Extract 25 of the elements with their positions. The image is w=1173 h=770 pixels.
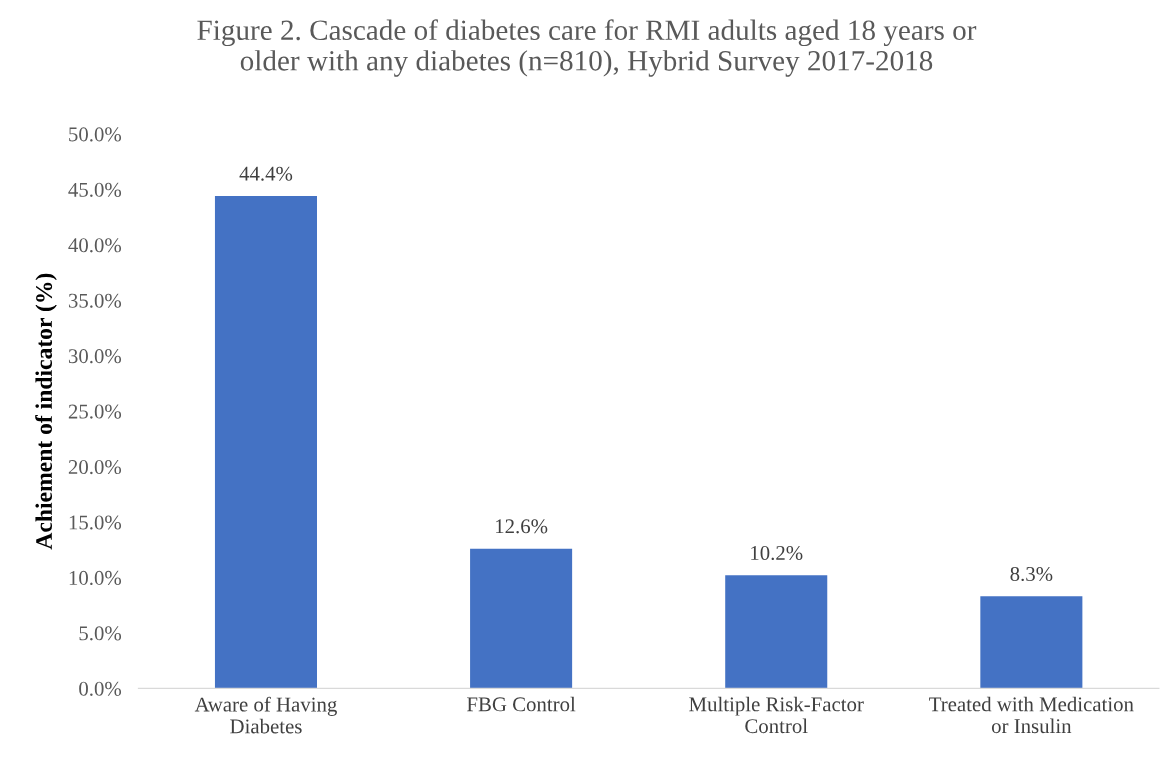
x-tick-label: Multiple Risk-Factor Control (689, 696, 864, 734)
bar (214, 196, 317, 689)
y-axis-title: Achiement of indicator (%) (35, 273, 57, 550)
data-label: 12.6% (496, 519, 548, 534)
data-label: 44.4% (239, 166, 293, 181)
x-tick-label: Treated with Medication or Insulin (929, 696, 1134, 734)
y-tick-label: 5.0% (79, 626, 122, 641)
y-tick-label: 50.0% (69, 127, 122, 142)
y-tick-label: 15.0% (69, 515, 122, 530)
x-tick-label: FBG Control (467, 696, 576, 712)
data-label: 8.3% (1010, 566, 1053, 582)
y-tick-label: 10.0% (69, 570, 122, 586)
bar (725, 575, 828, 689)
y-tick-label: 25.0% (68, 404, 122, 419)
y-tick-label: 0.0% (79, 681, 122, 696)
y-tick-label: 20.0% (68, 459, 122, 475)
y-tick-label: 40.0% (68, 238, 122, 253)
chart-title: Figure 2. Cascade of diabetes care for RMI adults aged 18 years or older with any diabetes (n=810), Hybrid Survey 2017-2018 (197, 19, 977, 77)
data-label: 10.2% (751, 545, 803, 561)
bar (470, 548, 573, 689)
y-tick-label: 45.0% (68, 182, 122, 197)
bar (980, 596, 1083, 689)
y-tick-label: 30.0% (68, 349, 122, 364)
x-tick-label: Aware of Having Diabetes (194, 696, 337, 734)
y-tick-label: 35.0% (68, 293, 122, 308)
